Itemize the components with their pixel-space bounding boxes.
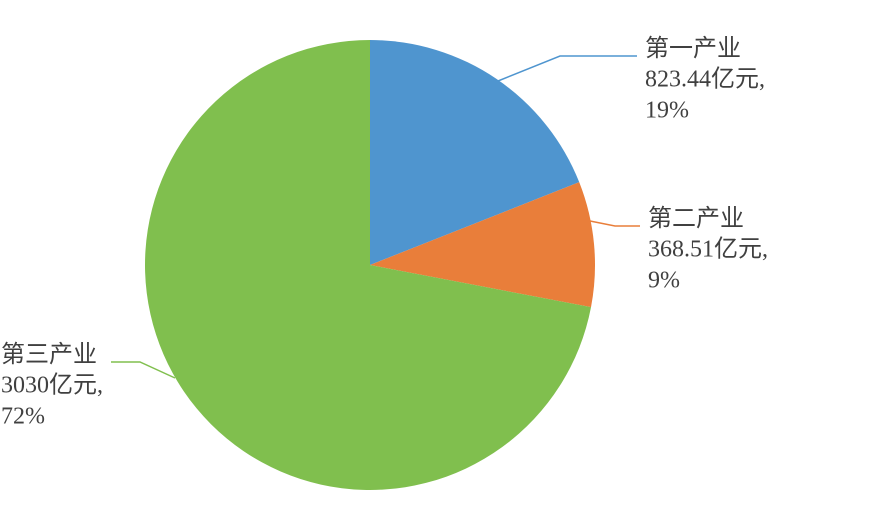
slice-label-line: 第一产业 [645, 35, 741, 62]
slice-label-line: 823.44亿元, [645, 66, 765, 93]
slice-label-line: 3030亿元, [1, 372, 103, 399]
slice-label-line: 9% [648, 267, 680, 293]
slice-label-line: 19% [645, 97, 689, 123]
slice-label-line: 72% [1, 403, 45, 429]
pie-chart: 第一产业 823.44亿元, 19% 第二产业 368.51亿元, 9% 第三产业 3030亿… [0, 0, 881, 523]
slice-label-line: 第二产业 [648, 205, 744, 232]
slice-label-line: 368.51亿元, [648, 236, 768, 263]
slice-label-line: 第三产业 [1, 341, 97, 368]
